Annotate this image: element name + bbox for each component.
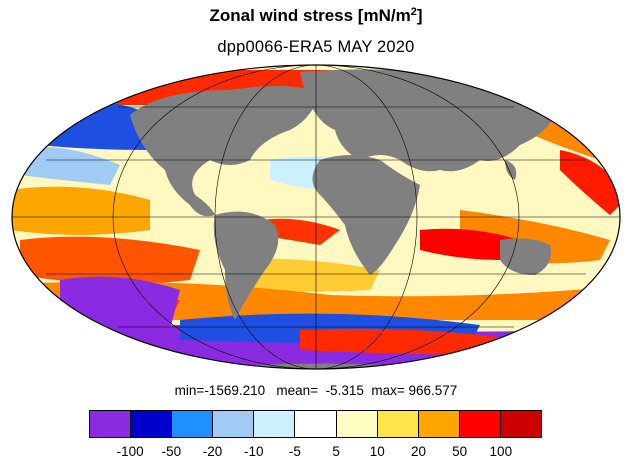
colorbar-swatch [500,411,542,437]
max-label: max= [371,383,405,398]
min-value: -1569.210 [204,383,266,398]
max-value: 966.577 [408,383,458,398]
colorbar-swatch [254,411,296,437]
colorbar-swatch [295,411,337,437]
statistics-line: min=-1569.210 mean= -5.315 max= 966.577 [0,383,632,398]
colorbar-tick-label: -50 [161,444,182,459]
colorbar-swatch [377,411,419,437]
colorbar-swatch [459,411,501,437]
colorbar-swatch [418,411,460,437]
title-superscript: 2 [410,6,417,18]
mean-label: mean= [276,383,319,398]
colorbar-tick-label: 10 [369,444,385,459]
colorbar-tick-label: -20 [202,444,223,459]
colorbar-tick-label: 5 [332,444,340,459]
colorbar-swatch [131,411,173,437]
min-label: min= [174,383,205,398]
world-map [11,64,621,370]
colorbar-swatch [172,411,214,437]
title-close: ] [416,6,423,25]
colorbar-tick-label: 100 [489,444,513,459]
colorbar-tick-label: -10 [243,444,264,459]
colorbar-swatch [90,411,132,437]
colorbar-ticks: -100 -50 -20 -10 -5 5 10 20 50 100 [89,444,542,462]
title-text: Zonal wind stress [mN/m [209,6,411,25]
colorbar-swatch [213,411,255,437]
map-subtitle: dpp0066-ERA5 MAY 2020 [217,38,415,56]
globe-outline [11,64,621,370]
colorbar-tick-label: -100 [116,444,144,459]
colorbar-tick-label: 50 [452,444,468,459]
colorbar-tick-label: 20 [410,444,426,459]
colorbar-tick-label: -5 [288,444,301,459]
colorbar-swatch [336,411,378,437]
mean-value: -5.315 [325,383,364,398]
colorbar [89,410,542,438]
map-title: Zonal wind stress [mN/m2] [0,6,632,26]
